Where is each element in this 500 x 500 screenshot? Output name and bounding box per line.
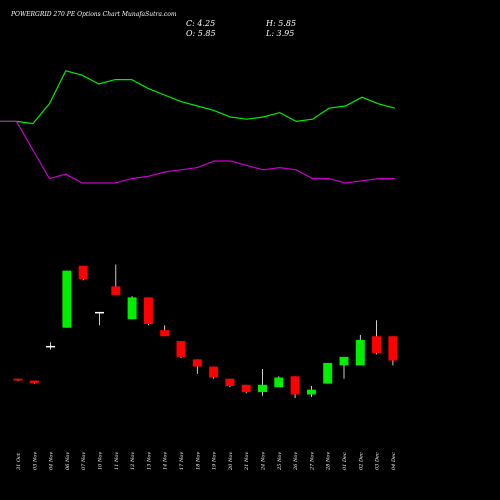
candle (274, 376, 284, 388)
candle (143, 297, 153, 326)
x-tick-label: 14 Nov (163, 452, 169, 470)
candle (13, 378, 23, 382)
candle (372, 320, 382, 355)
x-tick-label: 01 Dec (342, 452, 348, 470)
candle (241, 384, 251, 394)
candle-body (46, 345, 56, 348)
candles (13, 264, 398, 399)
candle-body (355, 339, 365, 366)
indicator-line-1 (0, 70, 396, 125)
x-tick-label: 26 Nov (293, 452, 299, 471)
candle-body (160, 330, 170, 337)
chart-title: POWERGRID 270 PE Options Chart MunafaSut… (10, 11, 177, 18)
x-tick-label: 03 Dec (375, 452, 381, 470)
candle-body (62, 270, 72, 328)
x-tick-label: 18 Nov (195, 452, 201, 470)
candle-body (127, 297, 137, 320)
x-tick-label: 19 Nov (212, 452, 218, 470)
candle (209, 366, 219, 379)
close-label: C: 4.25 (186, 19, 215, 28)
x-tick-label: 07 Nov (81, 452, 87, 470)
candle (388, 336, 398, 366)
x-axis-ticks: 31 Oct 03 Nov 04 Nov 06 Nov 07 Nov 10 Nov 11 N… (16, 452, 397, 471)
x-tick-label: 03 Nov (32, 452, 38, 470)
candle (78, 265, 88, 281)
x-tick-label: 06 Nov (65, 452, 71, 470)
candle (290, 376, 300, 399)
candle (225, 378, 235, 388)
x-tick-label: 31 Oct (16, 452, 22, 470)
x-tick-label: 10 Nov (98, 452, 104, 470)
candle-body (209, 366, 219, 378)
candle-body (176, 341, 186, 357)
x-tick-label: 20 Nov (228, 452, 234, 471)
x-tick-label: 13 Nov (146, 452, 152, 470)
x-tick-label: 28 Nov (326, 452, 332, 471)
x-tick-label: 04 Nov (49, 452, 55, 470)
candle-body (290, 376, 300, 395)
candle-body (192, 359, 202, 367)
candle-body (339, 356, 349, 366)
candle-body (78, 265, 88, 280)
open-label: O: 5.85 (186, 29, 216, 38)
x-tick-label: 21 Nov (244, 452, 250, 471)
candle (29, 380, 39, 384)
candle-body (372, 336, 382, 354)
x-tick-label: 11 Nov (114, 452, 120, 470)
x-tick-label: 12 Nov (130, 452, 136, 470)
x-tick-label: 24 Nov (261, 452, 267, 471)
low-label: L: 3.95 (265, 29, 294, 38)
indicator-line-2 (0, 120, 395, 184)
candle (192, 359, 202, 374)
candle (176, 341, 186, 359)
candle (323, 362, 333, 384)
candle (339, 356, 349, 379)
x-tick-label: 25 Nov (277, 452, 283, 471)
x-tick-label: 02 Dec (358, 452, 364, 470)
x-tick-label: 27 Nov (309, 452, 315, 471)
candle (160, 325, 170, 337)
candle-body (29, 380, 39, 383)
candle (95, 311, 104, 326)
indicator-lines (0, 70, 396, 184)
candle (111, 264, 121, 295)
high-label: H: 5.85 (265, 19, 296, 28)
candle-body (388, 336, 398, 361)
candle-body (143, 297, 153, 325)
candle (355, 335, 365, 366)
candle-body (13, 378, 23, 381)
candle-body (323, 362, 333, 384)
candle (46, 342, 56, 350)
candle (306, 386, 316, 397)
candle-body (258, 384, 267, 393)
candle-body (306, 389, 316, 395)
candle (62, 270, 72, 328)
candle-body (274, 377, 284, 388)
candle-body (111, 286, 121, 295)
candle-body (95, 311, 104, 314)
candle (258, 369, 267, 396)
x-tick-label: 04 Dec (391, 452, 397, 470)
candle-body (225, 378, 235, 386)
x-tick-label: 17 Nov (179, 452, 185, 470)
candle-body (241, 384, 251, 393)
candle (127, 296, 137, 320)
